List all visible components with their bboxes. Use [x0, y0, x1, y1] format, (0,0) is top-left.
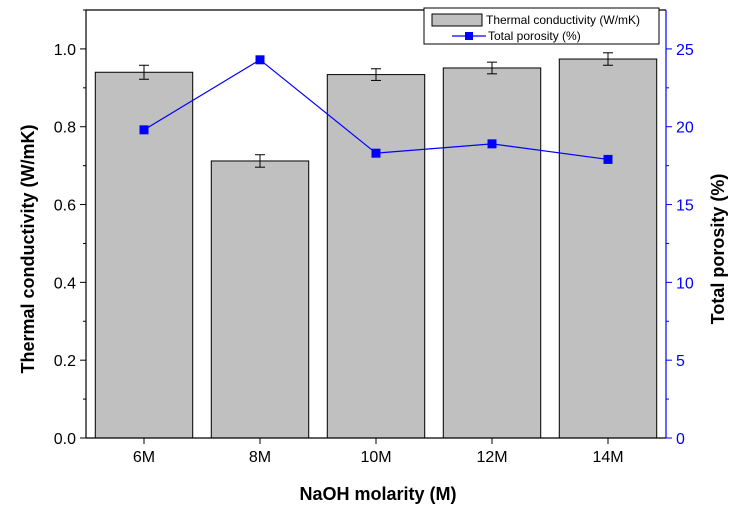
porosity-line-layer [139, 55, 613, 164]
bar-10M [326, 74, 426, 439]
y-axis-title-left: Thermal conductivity (W/mK) [18, 124, 38, 373]
legend: Thermal conductivity (W/mK) Total porosi… [423, 7, 660, 45]
error-bars-layer [139, 52, 613, 168]
legend-label-porosity: Total porosity (%) [488, 29, 581, 43]
y-tick-label-left: 0.6 [54, 198, 76, 215]
y-tick-label-left: 1.0 [54, 42, 76, 59]
y-tick-label-left: 0.0 [54, 431, 76, 448]
porosity-point-14M [603, 154, 613, 164]
bars-layer [94, 58, 658, 439]
y-tick-label-right: 0 [676, 431, 685, 448]
y-tick-label-right: 20 [676, 120, 694, 137]
bar-8M [210, 160, 310, 439]
bar-14M [558, 58, 658, 439]
y-tick-label-right: 15 [676, 198, 694, 215]
y-tick-label-right: 10 [676, 275, 694, 292]
x-tick-label: 10M [360, 449, 391, 466]
y-tick-label-left: 0.4 [54, 275, 76, 292]
porosity-point-12M [487, 139, 497, 149]
x-tick-label: 14M [592, 449, 623, 466]
porosity-point-10M [371, 148, 381, 158]
x-axis-title: NaOH molarity (M) [299, 484, 456, 504]
legend-label-conductivity: Thermal conductivity (W/mK) [486, 13, 640, 27]
porosity-point-6M [139, 125, 149, 135]
porosity-point-8M [255, 55, 265, 65]
x-tick-label: 8M [249, 449, 271, 466]
y-tick-label-right: 5 [676, 353, 685, 370]
y-tick-label-left: 0.8 [54, 120, 76, 137]
ticks-layer: 0.0 0.2 0.4 0.6 0.8 1.0 0 5 10 15 20 25 6M 8M 10M 12M 14… [54, 9, 694, 466]
legend-swatch-conductivity [431, 13, 483, 27]
bar-12M [442, 67, 542, 439]
y-tick-label-left: 0.2 [54, 353, 76, 370]
x-tick-label: 6M [133, 449, 155, 466]
y-tick-label-right: 25 [676, 42, 694, 59]
y-axis-title-right: Total porosity (%) [708, 174, 728, 325]
x-tick-label: 12M [476, 449, 507, 466]
legend-swatch-porosity-marker [465, 32, 473, 40]
